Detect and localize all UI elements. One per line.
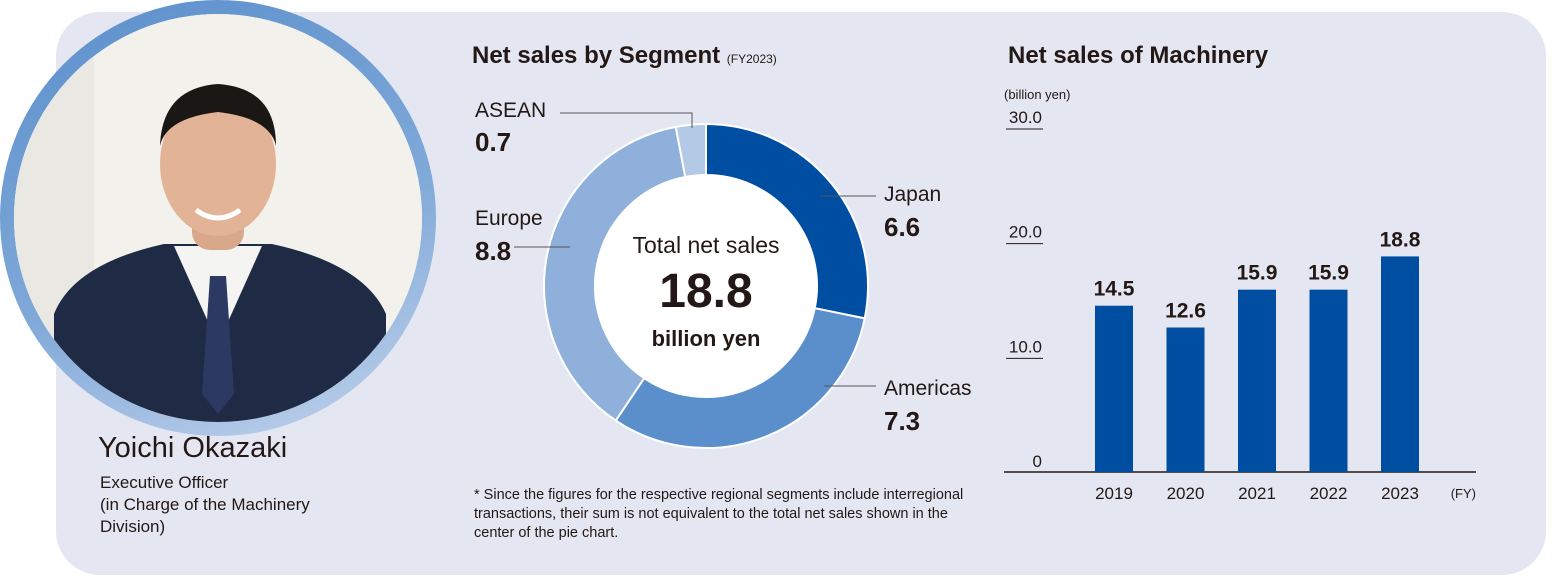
segment-label-japan: Japan [884,183,942,206]
footnote: * Since the figures for the respective r… [474,487,964,541]
person-title: Executive Officer (in Charge of the Mach… [100,472,360,538]
donut-center-unit: billion yen [651,326,761,351]
person-title-line: (in Charge of the Machinery [100,495,310,514]
segment-value-americas: 7.3 [884,406,921,436]
segment-value-asean: 0.7 [475,127,512,157]
segment-label-europe: Europe [475,207,543,230]
donut-subtitle: (FY2023) [726,52,777,66]
portrait-photo [14,14,422,422]
donut-title-text: Net sales by Segment [472,42,721,69]
segment-label-americas: Americas [884,377,972,400]
donut-center-caption: Total net sales [632,232,780,258]
person-title-line: Division) [100,517,166,536]
segment-value-europe: 8.8 [475,236,512,266]
donut-chart-title: Net sales by Segment (FY2023) [472,42,777,70]
donut-center-value: 18.8 [659,265,753,318]
person-title-line: Executive Officer [100,473,229,492]
segment-label-asean: ASEAN [475,99,547,122]
segment-value-japan: 6.6 [884,212,921,242]
bar-chart-title: Net sales of Machinery [1008,42,1269,69]
person-name: Yoichi Okazaki [98,432,288,464]
portrait-frame [0,0,436,436]
